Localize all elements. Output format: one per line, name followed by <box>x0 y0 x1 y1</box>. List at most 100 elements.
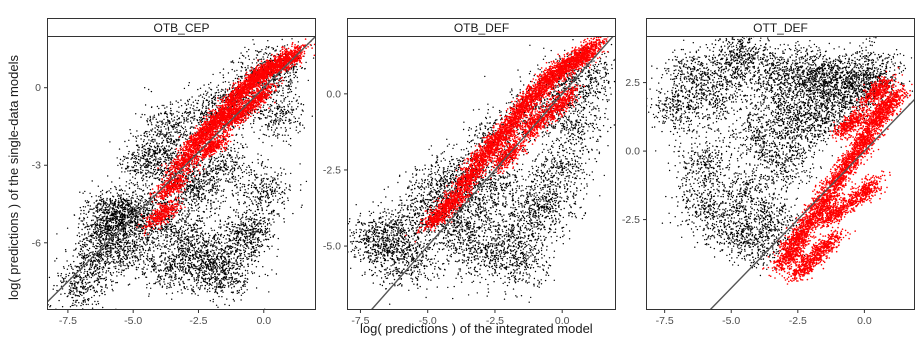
data-point <box>244 255 246 257</box>
data-point <box>126 157 128 159</box>
data-point <box>106 206 108 208</box>
data-point <box>103 212 106 214</box>
data-point <box>137 215 139 217</box>
data-point <box>141 144 143 146</box>
data-point <box>139 159 141 161</box>
data-point <box>102 306 104 309</box>
data-point <box>234 225 236 228</box>
data-point <box>81 220 84 222</box>
data-point <box>166 132 168 135</box>
data-point <box>262 234 264 236</box>
data-point <box>156 121 158 123</box>
data-point <box>124 219 126 221</box>
data-point <box>179 247 182 250</box>
data-point <box>143 193 146 195</box>
data-point <box>254 199 256 201</box>
data-point <box>236 244 239 246</box>
data-point <box>92 215 94 217</box>
data-point <box>194 118 196 120</box>
data-point <box>218 295 220 298</box>
data-point <box>238 128 240 130</box>
data-point <box>104 286 107 288</box>
data-point <box>235 215 237 217</box>
data-point <box>184 236 187 239</box>
data-point <box>222 291 224 293</box>
data-point <box>206 183 209 185</box>
data-point <box>190 104 192 106</box>
data-point <box>92 251 94 253</box>
data-point <box>101 207 103 210</box>
data-point <box>247 192 249 194</box>
data-point <box>160 167 162 169</box>
data-point <box>232 80 234 82</box>
data-point <box>264 52 266 54</box>
data-point <box>136 155 138 157</box>
data-point <box>119 224 122 226</box>
data-point <box>128 183 130 185</box>
data-point <box>224 284 226 287</box>
data-point <box>110 256 112 258</box>
data-point <box>96 203 99 205</box>
data-point <box>205 208 208 210</box>
data-point <box>235 232 238 235</box>
data-point <box>212 258 214 261</box>
data-point <box>123 203 125 205</box>
data-point <box>93 229 95 231</box>
data-point <box>197 274 199 276</box>
data-point <box>213 238 215 241</box>
data-point <box>250 209 252 212</box>
data-point <box>168 135 170 138</box>
data-point <box>144 135 146 137</box>
data-point <box>140 188 142 191</box>
data-point <box>144 166 146 168</box>
data-point <box>203 117 205 120</box>
data-point <box>195 109 197 112</box>
data-point <box>193 112 195 115</box>
data-point <box>128 187 131 190</box>
data-point <box>198 265 200 267</box>
data-point <box>234 242 236 245</box>
data-point <box>135 140 137 142</box>
data-point <box>196 251 198 253</box>
data-point <box>200 262 203 265</box>
data-point <box>253 89 255 92</box>
data-point <box>64 292 66 295</box>
data-point <box>225 96 227 99</box>
data-point <box>118 244 121 246</box>
data-point <box>177 117 180 120</box>
data-point <box>131 227 134 229</box>
data-point <box>183 122 185 124</box>
data-point <box>105 202 108 204</box>
data-point <box>120 219 122 221</box>
data-point <box>130 212 133 214</box>
data-point <box>152 205 154 207</box>
data-point <box>254 251 256 253</box>
data-point <box>227 271 230 273</box>
data-point <box>91 224 94 226</box>
data-point <box>182 261 185 263</box>
data-point <box>283 218 285 220</box>
data-point <box>154 177 157 180</box>
data-point <box>193 278 195 280</box>
data-point <box>114 213 116 215</box>
data-point <box>78 223 80 225</box>
data-point <box>214 97 217 99</box>
data-point <box>257 162 259 164</box>
data-point <box>108 209 110 211</box>
data-point <box>97 260 99 262</box>
data-point <box>255 244 257 246</box>
data-point <box>200 259 202 261</box>
data-point <box>119 205 121 207</box>
data-point <box>197 294 199 297</box>
data-point <box>205 270 207 272</box>
data-point <box>169 101 172 103</box>
data-point <box>178 139 181 141</box>
data-point <box>148 207 150 210</box>
data-point <box>242 183 244 185</box>
data-point <box>144 149 147 151</box>
data-point <box>242 260 244 262</box>
data-point <box>164 264 166 266</box>
data-point <box>255 247 257 249</box>
data-point <box>100 285 102 288</box>
data-point <box>276 201 279 203</box>
